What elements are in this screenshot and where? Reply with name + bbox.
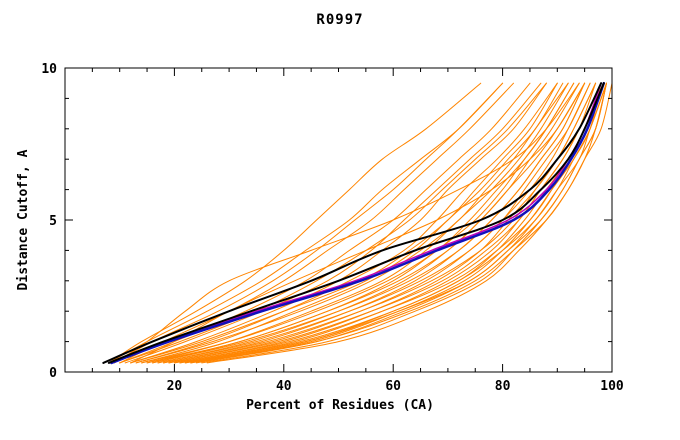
curve bbox=[152, 82, 586, 364]
y-tick-label: 0 bbox=[49, 366, 57, 381]
curve bbox=[179, 82, 607, 364]
curve bbox=[157, 82, 591, 364]
x-tick-label: 80 bbox=[495, 379, 511, 394]
axis-tick-labels: 20 40 60 80 100 0 5 10 bbox=[41, 62, 624, 394]
curve bbox=[201, 82, 607, 364]
curve bbox=[119, 82, 547, 364]
curve bbox=[206, 82, 613, 364]
curve bbox=[113, 82, 580, 364]
curve bbox=[135, 82, 558, 364]
y-tick-label: 5 bbox=[49, 214, 57, 229]
x-tick-label: 20 bbox=[167, 379, 183, 394]
chart-title: R0997 bbox=[316, 12, 364, 28]
series-black-curve-1 bbox=[102, 82, 603, 364]
curve bbox=[108, 82, 482, 364]
series-black-curve-2 bbox=[107, 82, 605, 364]
curve bbox=[113, 82, 504, 364]
x-axis-label: Percent of Residues (CA) bbox=[246, 398, 434, 413]
series-orange-models bbox=[108, 82, 613, 364]
curve bbox=[108, 82, 504, 364]
curve bbox=[163, 82, 597, 364]
curve bbox=[130, 82, 558, 364]
curve bbox=[110, 81, 606, 365]
curve bbox=[107, 82, 605, 364]
y-tick-label: 10 bbox=[41, 62, 57, 77]
axis-ticks bbox=[65, 68, 612, 372]
curve bbox=[141, 82, 575, 364]
x-tick-label: 60 bbox=[385, 379, 401, 394]
curve bbox=[130, 82, 586, 364]
curve bbox=[130, 82, 547, 364]
series-blue-curve bbox=[110, 81, 606, 365]
curve bbox=[168, 82, 602, 364]
curve bbox=[190, 82, 602, 364]
curve bbox=[135, 82, 569, 364]
curve bbox=[102, 82, 603, 364]
curve bbox=[190, 82, 607, 364]
curve bbox=[141, 82, 564, 364]
curve bbox=[124, 82, 542, 364]
x-tick-label: 100 bbox=[600, 379, 624, 394]
x-tick-label: 40 bbox=[276, 379, 292, 394]
